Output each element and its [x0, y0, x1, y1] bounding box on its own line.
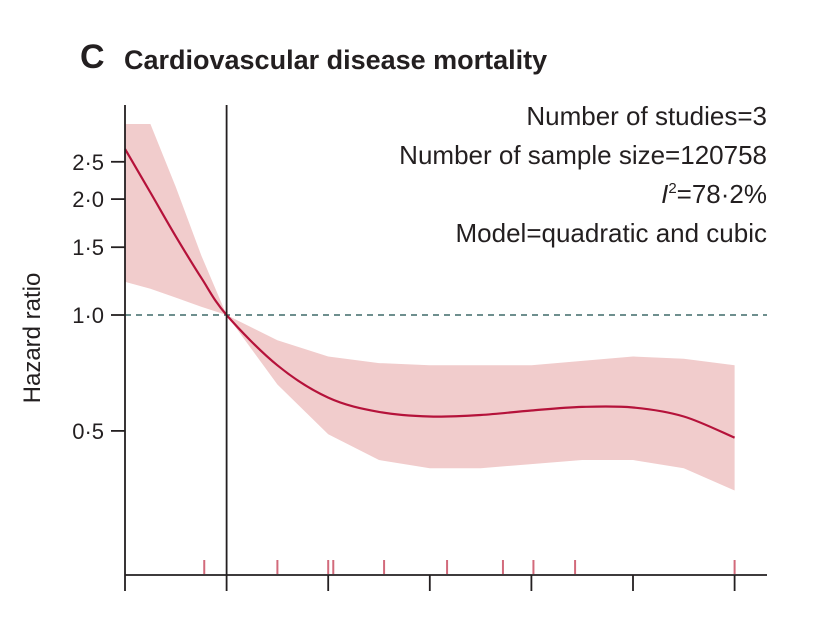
y-tick-label: 1·5: [72, 235, 104, 260]
y-tick-label: 2·0: [72, 187, 104, 212]
annotation-studies: Number of studies=3: [526, 101, 767, 131]
annotation-model: Model=quadratic and cubic: [456, 218, 767, 248]
annotation-i-letter: I: [661, 179, 668, 209]
annotation-i-superscript: 2: [668, 180, 676, 197]
rug-marks: [203, 560, 736, 574]
hazard-ratio-curve: [124, 148, 736, 439]
y-ticks: 0·5 1·0 1·5 2·0 2·5: [72, 150, 125, 444]
y-tick-label: 2·5: [72, 150, 104, 175]
y-tick-label: 0·5: [72, 419, 104, 444]
annotation-i-squared: I2=78·2%: [661, 179, 767, 209]
annotation-sample-size: Number of sample size=120758: [399, 140, 767, 170]
panel-letter: C: [80, 38, 105, 76]
confidence-band: [125, 124, 735, 491]
y-axis-label: Hazard ratio: [19, 273, 46, 404]
annotation-i-value: =78·2%: [677, 179, 767, 209]
y-tick-label: 1·0: [72, 303, 104, 328]
x-ticks: [124, 575, 736, 591]
chart-title: Cardiovascular disease mortality: [124, 45, 548, 75]
